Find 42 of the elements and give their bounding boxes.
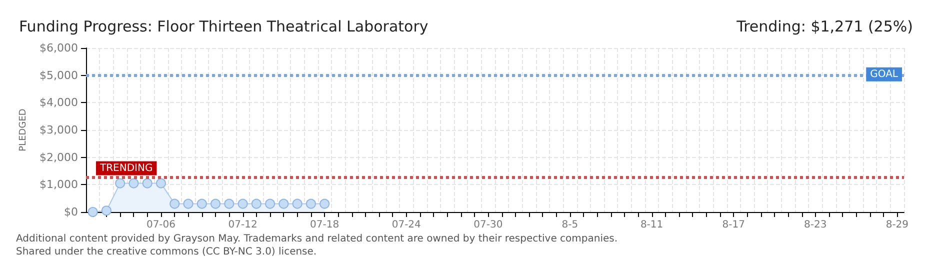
point — [115, 178, 126, 188]
point — [128, 178, 139, 188]
point — [278, 198, 289, 209]
point — [101, 206, 112, 216]
y-tick-label: $2,000 — [40, 150, 78, 164]
y-tick-label: $4,000 — [40, 96, 78, 110]
x-tick-label: 8-11 — [640, 220, 664, 230]
point — [224, 198, 234, 209]
point — [170, 198, 180, 209]
x-tick-label: 07-06 — [146, 220, 176, 230]
x-tick-label: 8-29 — [886, 220, 909, 230]
point — [265, 198, 276, 209]
x-tick-label: 07-30 — [474, 220, 503, 230]
x-tick-label: 07-18 — [310, 220, 340, 230]
x-tick-label: 07-12 — [228, 220, 258, 230]
y-axis-title: PLEDGED — [18, 108, 28, 152]
point — [142, 178, 152, 188]
y-tick-label: $0 — [64, 206, 78, 218]
chart-subtitle: Trending: $1,271 (25%) — [736, 18, 914, 36]
point — [320, 198, 330, 209]
y-tick-label: $5,000 — [40, 68, 78, 82]
ref-line-label: GOAL — [870, 68, 898, 80]
y-tick-label: $3,000 — [40, 124, 78, 136]
x-tick-label: 07-24 — [392, 220, 421, 230]
y-tick-label: $1,000 — [40, 178, 78, 192]
point — [292, 198, 302, 209]
point — [88, 207, 98, 217]
point — [238, 198, 248, 209]
point — [306, 198, 316, 209]
chart-title: Funding Progress: Floor Thirteen Theatrical Laboratory — [19, 18, 428, 36]
x-tick-label: 8-5 — [562, 220, 578, 230]
x-tick-label: 8-23 — [804, 220, 827, 230]
text: Shared under the creative commons (CC BY-NC 3.0) license. — [16, 246, 317, 258]
text: Additional content provided by Grayson May. Trademarks and related content are owned by their respective companies. — [16, 234, 618, 244]
point — [251, 198, 262, 209]
ref-line-label: TRENDING — [99, 162, 153, 174]
point — [156, 178, 166, 188]
point — [196, 198, 207, 209]
y-tick-label: $6,000 — [40, 42, 78, 54]
x-tick-label: 8-17 — [722, 220, 745, 230]
point — [183, 198, 194, 209]
point — [210, 198, 221, 209]
